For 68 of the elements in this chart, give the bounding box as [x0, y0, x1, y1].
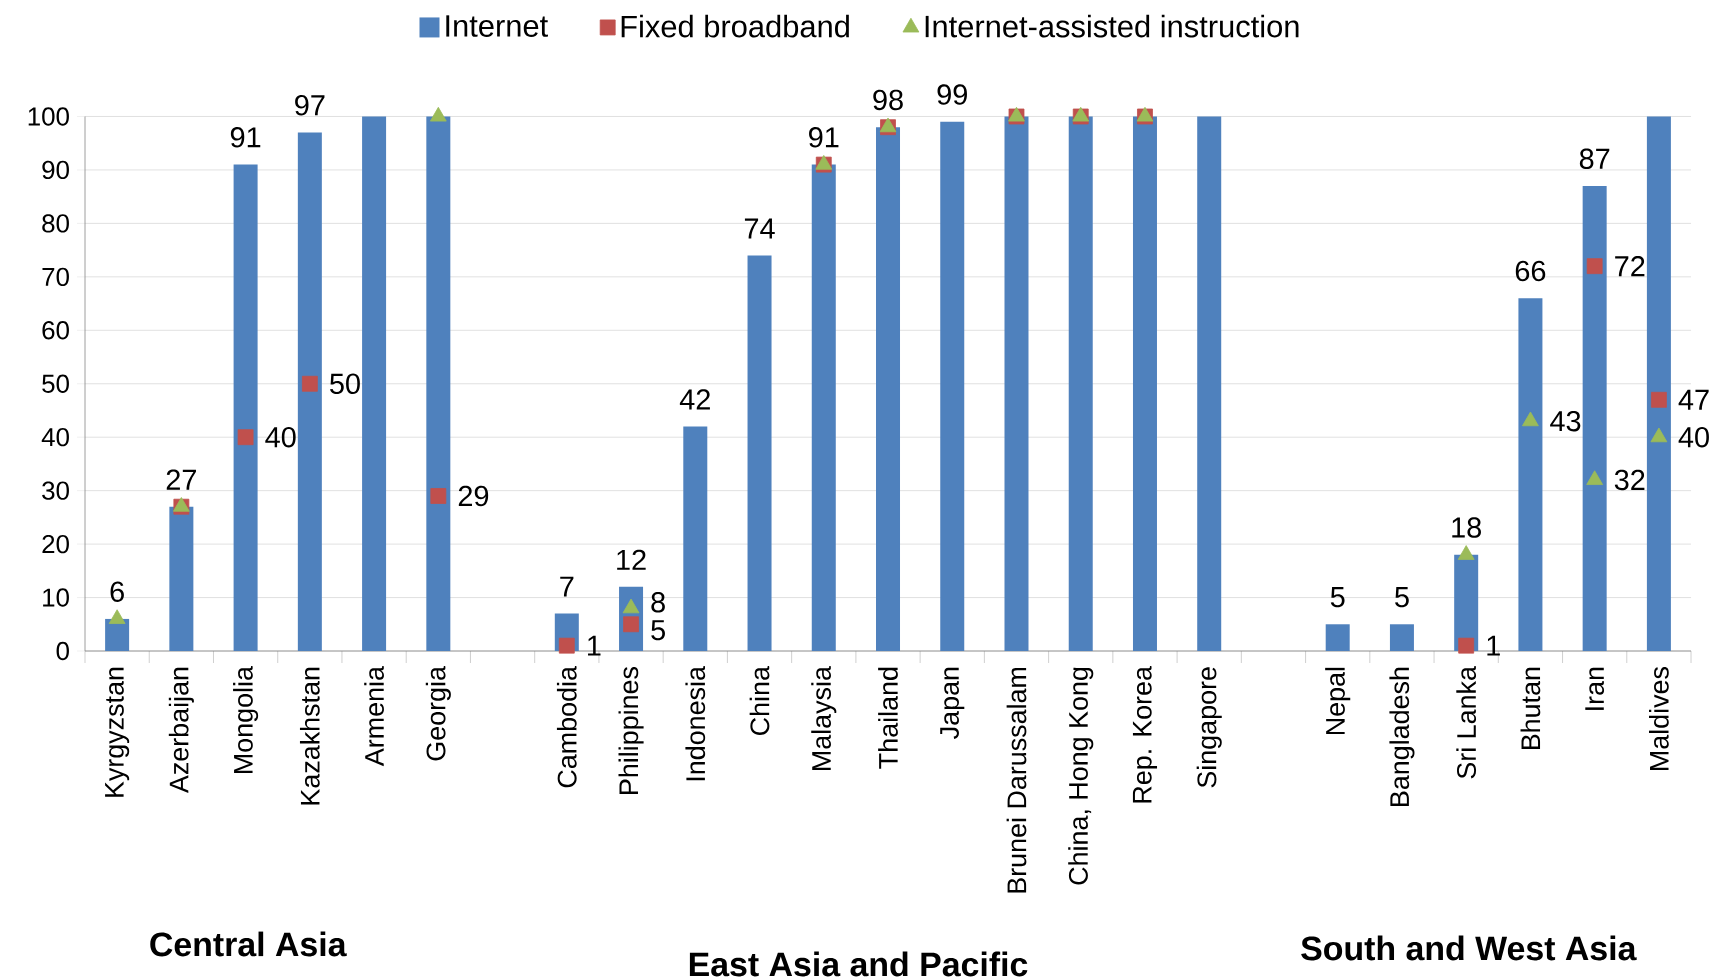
data-label: 5 [1395, 587, 1409, 608]
x-tick-label: Maldives [1649, 667, 1669, 770]
data-label: 50 [330, 373, 360, 394]
x-tick-label: Malaysia [811, 666, 837, 770]
data-label: 1 [588, 635, 601, 656]
x-tick-label: Kyrgyzstan [105, 667, 130, 797]
data-label: 18 [1452, 517, 1481, 538]
data-label: 72 [1615, 256, 1645, 277]
text: Central Asia [150, 931, 347, 957]
x-tick-label: Thailand [878, 667, 898, 769]
data-label: 47 [1678, 389, 1709, 410]
data-label: 98 [873, 89, 903, 111]
legend-label: Fixed broadband [621, 14, 849, 38]
x-tick-label: Philippines [618, 667, 644, 794]
data-label: 74 [744, 218, 775, 239]
y-tick-label: 100 [28, 107, 69, 126]
x-tick-label: China [749, 666, 770, 735]
text: South and West Asia [1301, 935, 1637, 961]
legend-label: Internet-assisted instruction [925, 14, 1299, 38]
data-label: 99 [937, 84, 967, 105]
y-tick-label: 40 [41, 428, 69, 447]
x-tick-label: Nepal [1325, 667, 1351, 735]
data-label: 1 [1487, 635, 1500, 656]
x-tick-label: Mongolia [233, 666, 259, 773]
y-tick-label: 80 [42, 214, 69, 233]
data-label: 12 [617, 549, 646, 570]
x-tick-label: Azerbaijan [168, 667, 194, 794]
data-label: 32 [1614, 469, 1645, 491]
data-label: 8 [651, 592, 665, 613]
data-label: 66 [1515, 260, 1546, 282]
data-label: 7 [560, 576, 574, 597]
x-tick-label: Bhutan [1520, 667, 1541, 750]
y-tick-label: 50 [42, 374, 69, 393]
data-label: 40 [265, 426, 296, 448]
x-tick-label: Armenia [364, 666, 384, 767]
data-label: 42 [679, 389, 710, 410]
y-tick-label: 60 [42, 321, 69, 340]
x-tick-label: Japan [940, 667, 965, 739]
legend-label: Internet [446, 15, 548, 37]
text: East Asia and Pacific [689, 951, 1028, 977]
x-tick-label: Georgia [425, 666, 451, 761]
x-tick-label: Iran [1585, 667, 1605, 710]
x-tick-label: Brunei Darussalam [1006, 667, 1027, 893]
x-tick-label: Sri Lanka [1456, 666, 1477, 779]
data-label: 5 [1330, 587, 1345, 608]
data-label: 43 [1550, 410, 1581, 432]
y-tick-label: 20 [42, 534, 69, 554]
data-label: 27 [166, 469, 196, 490]
y-tick-label: 90 [42, 160, 69, 180]
data-label: 5 [651, 620, 665, 641]
data-label: 91 [230, 127, 261, 148]
x-tick-label: Kazakhstan [299, 667, 320, 805]
y-tick-label: 10 [43, 588, 69, 607]
data-label: 6 [110, 581, 124, 602]
x-tick-label: Bangladesh [1389, 667, 1415, 806]
y-tick-label: 30 [42, 481, 69, 500]
data-label: 29 [458, 485, 489, 507]
x-tick-label: Singapore [1196, 667, 1222, 788]
data-label: 97 [295, 95, 325, 116]
data-label: 87 [1579, 148, 1610, 169]
x-tick-label: China, Hong Kong [1068, 667, 1094, 885]
x-tick-label: Cambodia [556, 666, 577, 788]
x-tick-label: Indonesia [685, 666, 706, 781]
data-label: 40 [1678, 426, 1709, 448]
x-tick-label: Rep. Korea [1132, 666, 1158, 803]
y-tick-label: 0 [56, 641, 69, 661]
data-label: 91 [809, 127, 839, 148]
y-tick-label: 70 [42, 267, 69, 287]
